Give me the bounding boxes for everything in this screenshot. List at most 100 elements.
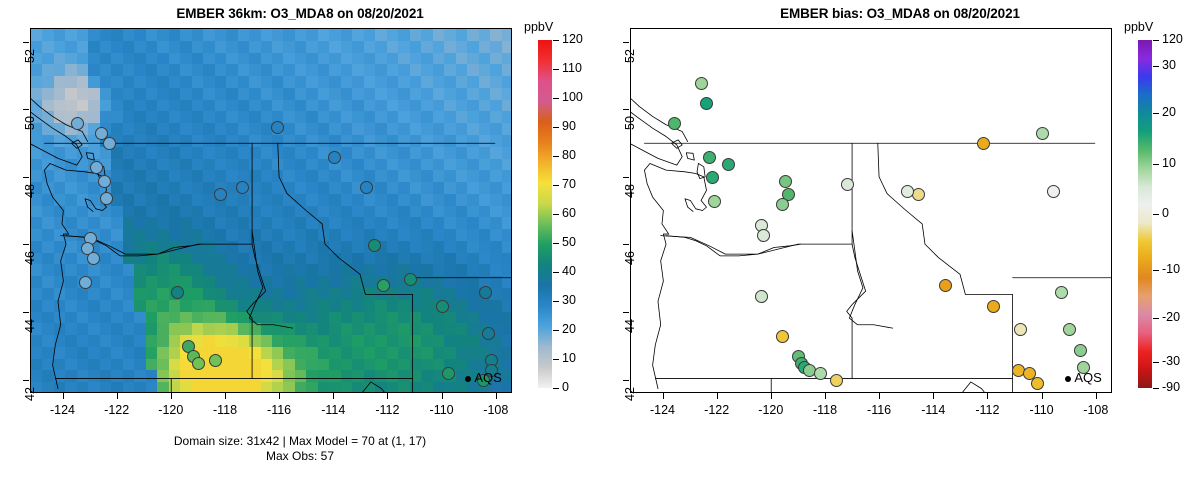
- observation-marker[interactable]: [1055, 286, 1069, 300]
- observation-marker[interactable]: [403, 272, 417, 286]
- observation-marker[interactable]: [327, 150, 341, 164]
- observation-marker[interactable]: [708, 194, 722, 208]
- y-axis-label: 44: [23, 318, 37, 333]
- observation-marker[interactable]: [976, 137, 990, 151]
- y-axis-label: 48: [623, 183, 637, 198]
- colorbar-tick: [1153, 214, 1159, 215]
- observation-marker[interactable]: [1076, 360, 1090, 374]
- colorbar-tick-label: 120: [562, 32, 583, 46]
- observation-marker[interactable]: [841, 178, 855, 191]
- observation-marker[interactable]: [89, 161, 103, 175]
- y-axis-tick: [623, 176, 629, 178]
- aqs-legend-label: AQS: [1074, 369, 1102, 385]
- observation-marker[interactable]: [78, 276, 92, 289]
- colorbar-tick-label: 0: [562, 380, 569, 394]
- colorbar-tick-label: 50: [562, 235, 576, 249]
- bias-map-plot[interactable]: AQS: [630, 28, 1112, 393]
- x-axis-label: -114: [921, 403, 946, 417]
- colorbar-tick-label: 40: [562, 264, 576, 278]
- observation-marker[interactable]: [441, 367, 455, 381]
- observation-marker[interactable]: [86, 252, 100, 266]
- observation-marker[interactable]: [192, 357, 206, 371]
- observation-marker[interactable]: [479, 286, 493, 300]
- colorbar-tick-label: 0: [1162, 206, 1169, 220]
- observation-marker[interactable]: [900, 184, 914, 198]
- observation-marker[interactable]: [94, 127, 108, 141]
- observation-marker[interactable]: [1036, 127, 1050, 141]
- observation-marker[interactable]: [814, 367, 828, 381]
- colorbar-tick-label: -10: [1162, 261, 1181, 276]
- y-axis-label: 44: [623, 318, 637, 333]
- observation-marker[interactable]: [700, 96, 714, 110]
- colorbar-tick-label: 90: [562, 119, 576, 133]
- observation-marker[interactable]: [987, 299, 1001, 313]
- x-axis-label: -116: [267, 403, 292, 417]
- observation-marker[interactable]: [703, 150, 716, 164]
- y-axis-tick: [623, 41, 629, 43]
- colorbar-tick-label: 110: [562, 61, 582, 75]
- colorbar-tick: [553, 69, 559, 70]
- model-footer: Domain size: 31x42 | Max Model = 70 at (…: [0, 434, 600, 464]
- y-axis-label: 42: [23, 386, 37, 401]
- model-map-boundaries: [31, 29, 511, 392]
- colorbar-tick: [1153, 318, 1159, 320]
- observation-marker[interactable]: [97, 174, 111, 188]
- observation-marker[interactable]: [705, 171, 719, 185]
- observation-marker[interactable]: [214, 188, 228, 202]
- observation-marker[interactable]: [368, 238, 382, 252]
- observation-marker[interactable]: [100, 191, 114, 205]
- observation-marker[interactable]: [722, 157, 735, 171]
- observation-marker[interactable]: [1014, 323, 1028, 337]
- model-map-plot[interactable]: AQS: [30, 28, 512, 393]
- observation-marker[interactable]: [1063, 323, 1077, 337]
- observation-marker[interactable]: [360, 181, 374, 195]
- observation-marker[interactable]: [754, 289, 768, 303]
- observation-marker[interactable]: [270, 120, 284, 134]
- colorbar-tick: [1153, 361, 1159, 363]
- observation-marker[interactable]: [776, 198, 790, 212]
- colorbar-tick: [553, 243, 559, 244]
- y-axis-label: 50: [623, 116, 637, 131]
- colorbar-tick-label: 10: [1162, 155, 1176, 170]
- observation-marker[interactable]: [70, 117, 84, 131]
- colorbar-tick: [1153, 269, 1159, 271]
- x-axis-tick: [387, 393, 389, 399]
- observation-marker[interactable]: [170, 286, 184, 300]
- observation-marker[interactable]: [776, 330, 790, 343]
- observation-marker[interactable]: [436, 299, 450, 313]
- observation-marker[interactable]: [1030, 377, 1044, 391]
- x-axis-tick: [225, 393, 226, 399]
- observation-marker[interactable]: [1046, 184, 1060, 198]
- x-axis-label: -116: [867, 403, 892, 417]
- model-panel-title: EMBER 36km: O3_MDA8 on 08/20/2021: [176, 6, 424, 21]
- observation-marker[interactable]: [667, 117, 681, 131]
- x-axis-label: -122: [704, 403, 730, 417]
- observation-marker[interactable]: [1074, 343, 1087, 357]
- x-axis-label: -118: [212, 403, 238, 417]
- colorbar-tick: [553, 388, 559, 389]
- y-axis-tick: [23, 41, 29, 43]
- observation-marker[interactable]: [103, 137, 116, 151]
- model-footer-line2: Max Obs: 57: [265, 449, 335, 463]
- observation-marker[interactable]: [376, 279, 390, 293]
- observation-marker[interactable]: [830, 374, 844, 387]
- observation-marker[interactable]: [482, 326, 496, 340]
- x-axis-tick: [716, 393, 718, 399]
- colorbar-tick: [1153, 163, 1159, 165]
- observation-marker[interactable]: [757, 228, 771, 242]
- observation-marker[interactable]: [778, 174, 792, 188]
- colorbar-tick: [553, 359, 559, 360]
- observation-marker[interactable]: [694, 76, 708, 90]
- observation-marker[interactable]: [484, 363, 498, 377]
- observation-marker[interactable]: [476, 374, 490, 387]
- observation-marker[interactable]: [1022, 367, 1036, 381]
- colorbar-tick: [553, 301, 559, 302]
- colorbar-tick: [1153, 40, 1159, 41]
- aqs-legend-dot: [465, 375, 472, 382]
- observation-marker[interactable]: [235, 181, 249, 195]
- x-axis-tick: [333, 393, 335, 399]
- observation-marker[interactable]: [938, 279, 952, 293]
- y-axis-tick: [23, 311, 29, 313]
- colorbar-unit-label: ppbV: [524, 20, 554, 34]
- observation-marker[interactable]: [208, 353, 222, 367]
